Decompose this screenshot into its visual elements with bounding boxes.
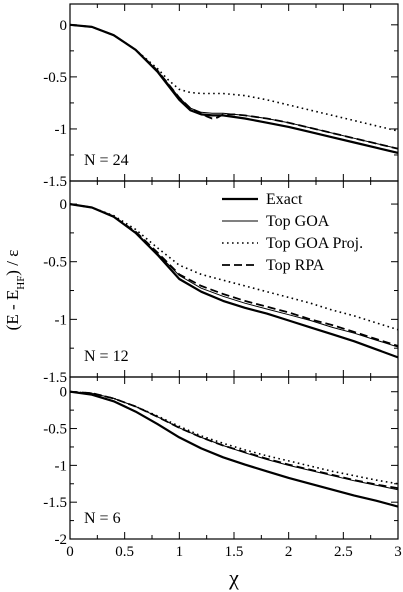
- series-group: [70, 203, 398, 359]
- x-tick-label: 2.5: [334, 544, 353, 560]
- x-tick-label: 1.5: [225, 544, 244, 560]
- panel-1: 0 -0.5 -1 -1.5 N = 24: [43, 3, 399, 190]
- y-tick-label: -0.5: [43, 422, 67, 438]
- y-axis-label: (E - EHF) / ε: [3, 250, 27, 331]
- x-tick-label: 0: [66, 544, 74, 560]
- y-tick-label: 0: [60, 197, 68, 213]
- panel-label: N = 6: [84, 510, 121, 527]
- legend-label-top-rpa: Top RPA: [266, 257, 325, 274]
- x-tick-label: 3: [394, 544, 402, 560]
- y-tick-label: -1: [55, 458, 68, 474]
- y-tick-label: -1: [55, 312, 68, 328]
- legend-label-top-goa-proj: Top GOA Proj.: [266, 235, 363, 252]
- series-group: [70, 23, 398, 154]
- x-tick-label: 2: [285, 544, 293, 560]
- legend-label-exact: Exact: [266, 191, 303, 208]
- series-line-top-goa: [70, 391, 398, 491]
- series-line-top-rpa: [70, 23, 398, 150]
- series-line-top-goa-proj: [70, 203, 398, 331]
- x-axis-label: χ: [228, 565, 239, 590]
- y-tick-label: 0: [60, 18, 68, 34]
- panels-group: 0 -0.5 -1 -1.5 N = 24 0 -0.5 -1 -1.5 N = 12 0 -0.5 -…: [43, 3, 402, 560]
- series-line-exact: [70, 203, 398, 359]
- y-tick-label: -1.5: [43, 174, 67, 190]
- panel-2: 0 -0.5 -1 -1.5 N = 12: [43, 180, 399, 386]
- series-group: [70, 390, 398, 508]
- y-tick-label: -0.5: [43, 255, 67, 271]
- y-tick-label: -2: [55, 532, 68, 548]
- x-tick-label: 1: [176, 544, 184, 560]
- series-line-top-goa-proj: [70, 24, 398, 132]
- series-line-exact: [70, 23, 398, 154]
- series-line-top-goa: [70, 24, 398, 150]
- y-tick-label: -1.5: [43, 370, 67, 386]
- y-tick-label: -0.5: [43, 70, 67, 86]
- y-tick-label: -1: [55, 122, 68, 138]
- series-line-top-rpa: [70, 390, 398, 490]
- series-line-top-goa-proj: [70, 390, 398, 485]
- y-tick-label: -1.5: [43, 495, 67, 511]
- panel-label: N = 12: [84, 348, 129, 365]
- panel-3: 0 -0.5 -1 -1.5 -2 N = 6: [43, 376, 399, 548]
- panel-label: N = 24: [84, 152, 129, 169]
- y-tick-label: 0: [60, 385, 68, 401]
- legend: Exact Top GOA Top GOA Proj. Top RPA: [222, 191, 363, 274]
- series-line-top-goa: [70, 203, 398, 348]
- legend-label-top-goa: Top GOA: [266, 213, 330, 230]
- series-line-exact: [70, 390, 398, 508]
- series-line-top-rpa: [70, 203, 398, 347]
- x-tick-label: 0.5: [115, 544, 134, 560]
